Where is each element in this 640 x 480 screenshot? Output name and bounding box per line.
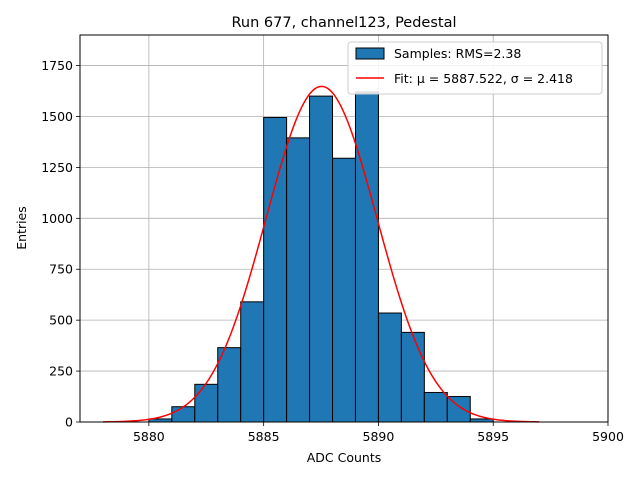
y-tick-label: 1000 — [41, 211, 73, 226]
histogram-bar — [309, 95, 334, 423]
y-axis-ticks: 0 250 500 750 1000 1250 1500 1750 — [41, 58, 80, 430]
x-tick-label: 5885 — [248, 429, 280, 444]
legend: Samples: RMS=2.38 Fit: μ = 5887.522, σ =… — [347, 41, 603, 95]
histogram-bar — [217, 347, 242, 423]
histogram-bar — [377, 312, 402, 423]
fit-curve — [102, 85, 540, 423]
x-tick-label: 5890 — [363, 429, 395, 444]
y-tick-label: 250 — [49, 364, 73, 379]
histogram-bar — [423, 391, 448, 423]
y-tick-label: 1750 — [41, 58, 73, 73]
histogram-bar — [171, 406, 196, 423]
y-tick-label: 500 — [49, 313, 73, 328]
histogram-bar — [194, 383, 219, 423]
x-axis-ticks: 5880 5885 5890 5895 5900 — [133, 422, 624, 444]
histogram-bar — [240, 301, 265, 423]
histogram-bar — [263, 116, 288, 423]
y-tick-label: 0 — [65, 415, 73, 430]
y-tick-label: 750 — [49, 262, 73, 277]
y-axis-label: Entries — [14, 206, 29, 250]
y-tick-label: 1500 — [41, 109, 73, 124]
x-tick-label: 5880 — [133, 429, 165, 444]
legend-box — [347, 41, 603, 95]
legend-fit-label: Fit: μ = 5887.522, σ = 2.418 — [394, 71, 573, 86]
histogram-bar — [286, 137, 311, 423]
histogram-bar — [400, 331, 425, 423]
chart-title: Run 677, channel123, Pedestal — [231, 15, 456, 31]
x-tick-label: 5900 — [592, 429, 624, 444]
y-tick-label: 1250 — [41, 160, 73, 175]
x-axis-label: ADC Counts — [307, 450, 382, 465]
histogram-bars — [148, 91, 494, 423]
legend-histogram-label: Samples: RMS=2.38 — [394, 46, 521, 61]
histogram-bar — [332, 157, 356, 423]
x-tick-label: 5895 — [477, 429, 509, 444]
plot-frame — [79, 34, 609, 423]
histogram-bar — [354, 91, 379, 423]
legend-histogram-swatch — [355, 47, 385, 60]
